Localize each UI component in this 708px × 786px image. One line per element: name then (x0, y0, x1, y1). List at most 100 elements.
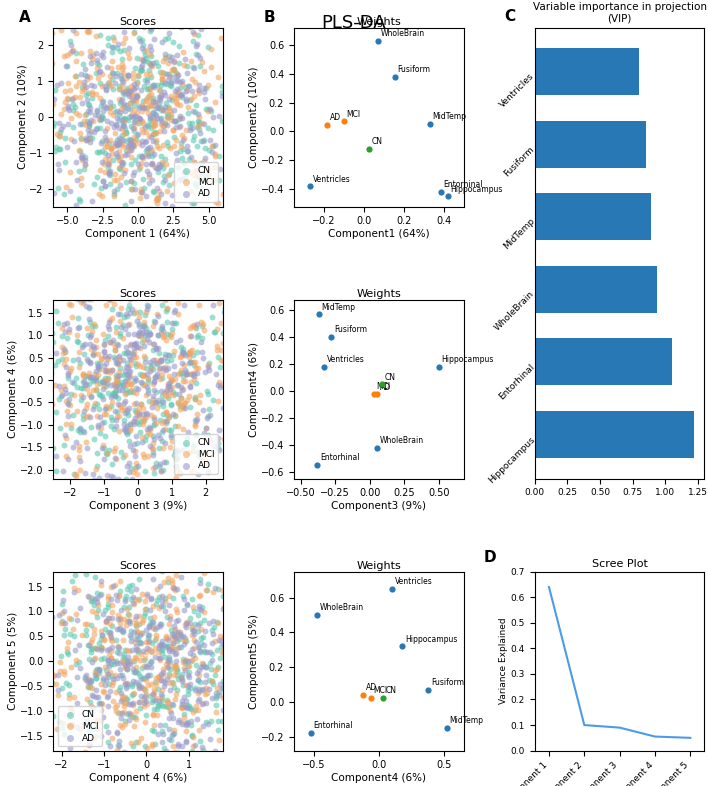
AD (54, 279, 65, 292)
MCI (94, 163, 105, 176)
Text: Entorhinal: Entorhinal (443, 180, 483, 189)
MCI (125, 737, 137, 750)
MCI (74, 4, 85, 17)
MCI (251, 591, 262, 604)
AD (200, 93, 211, 105)
MCI (58, 665, 69, 678)
MCI (169, 669, 180, 681)
CN (169, 208, 181, 221)
AD (167, 200, 178, 213)
AD (197, 697, 208, 710)
AD (138, 696, 149, 709)
AD (215, 634, 226, 647)
CN (160, 305, 171, 318)
AD (99, 557, 110, 570)
CN (125, 630, 137, 643)
AD (141, 588, 152, 601)
CN (192, 171, 203, 184)
CN (143, 395, 154, 407)
AD (149, 236, 161, 248)
AD (145, 592, 156, 604)
CN (156, 425, 168, 438)
AD (126, 144, 137, 156)
AD (169, 368, 180, 380)
AD (148, 390, 159, 402)
MCI (135, 329, 146, 341)
MCI (91, 62, 103, 75)
AD (139, 690, 151, 703)
CN (58, 629, 69, 641)
MCI (177, 402, 188, 414)
AD (176, 173, 187, 185)
MCI (212, 71, 224, 83)
MCI (105, 62, 116, 75)
AD (174, 76, 185, 89)
AD (98, 376, 109, 388)
AD (192, 667, 203, 679)
AD (81, 674, 93, 687)
AD (213, 689, 224, 701)
MCI (57, 321, 68, 334)
MCI (115, 171, 126, 183)
MCI (116, 140, 127, 152)
AD (51, 347, 62, 359)
CN (165, 290, 176, 303)
CN (176, 152, 188, 164)
AD (96, 629, 108, 641)
AD (123, 466, 135, 479)
AD (90, 46, 101, 59)
CN (230, 645, 241, 657)
AD (142, 660, 153, 673)
MCI (105, 629, 116, 641)
AD (139, 136, 151, 149)
CN (120, 98, 132, 111)
MCI (92, 369, 103, 381)
CN (105, 763, 117, 776)
CN (112, 337, 123, 350)
CN (147, 110, 159, 123)
CN (151, 55, 162, 68)
MCI (114, 400, 125, 413)
AD (179, 52, 190, 64)
MCI (122, 47, 134, 60)
AD (145, 656, 156, 668)
CN (148, 446, 159, 458)
MCI (106, 635, 118, 648)
MCI (133, 330, 144, 343)
MCI (61, 285, 72, 298)
CN (207, 648, 218, 660)
CN (150, 738, 161, 751)
Point (326, 331, 337, 343)
MCI (36, 127, 47, 139)
CN (149, 676, 161, 689)
AD (84, 301, 95, 314)
CN (117, 516, 128, 528)
MCI (131, 282, 142, 295)
AD (126, 303, 137, 315)
AD (105, 391, 117, 403)
CN (131, 437, 142, 450)
MCI (98, 328, 109, 340)
CN (188, 61, 199, 73)
MCI (144, 563, 155, 575)
CN (189, 391, 200, 403)
CN (190, 98, 202, 111)
Bar (535, 48, 639, 95)
CN (111, 182, 122, 195)
AD (181, 67, 193, 79)
AD (164, 722, 175, 735)
Point (377, 378, 388, 391)
Point (389, 70, 401, 83)
MCI (138, 659, 149, 672)
MCI (75, 296, 86, 309)
AD (210, 582, 221, 594)
MCI (181, 123, 192, 136)
CN (99, 333, 110, 346)
AD (144, 177, 155, 189)
AD (155, 290, 166, 303)
CN (88, 347, 99, 360)
MCI (67, 623, 79, 635)
MCI (165, 641, 176, 654)
AD (117, 87, 128, 100)
MCI (115, 150, 127, 163)
